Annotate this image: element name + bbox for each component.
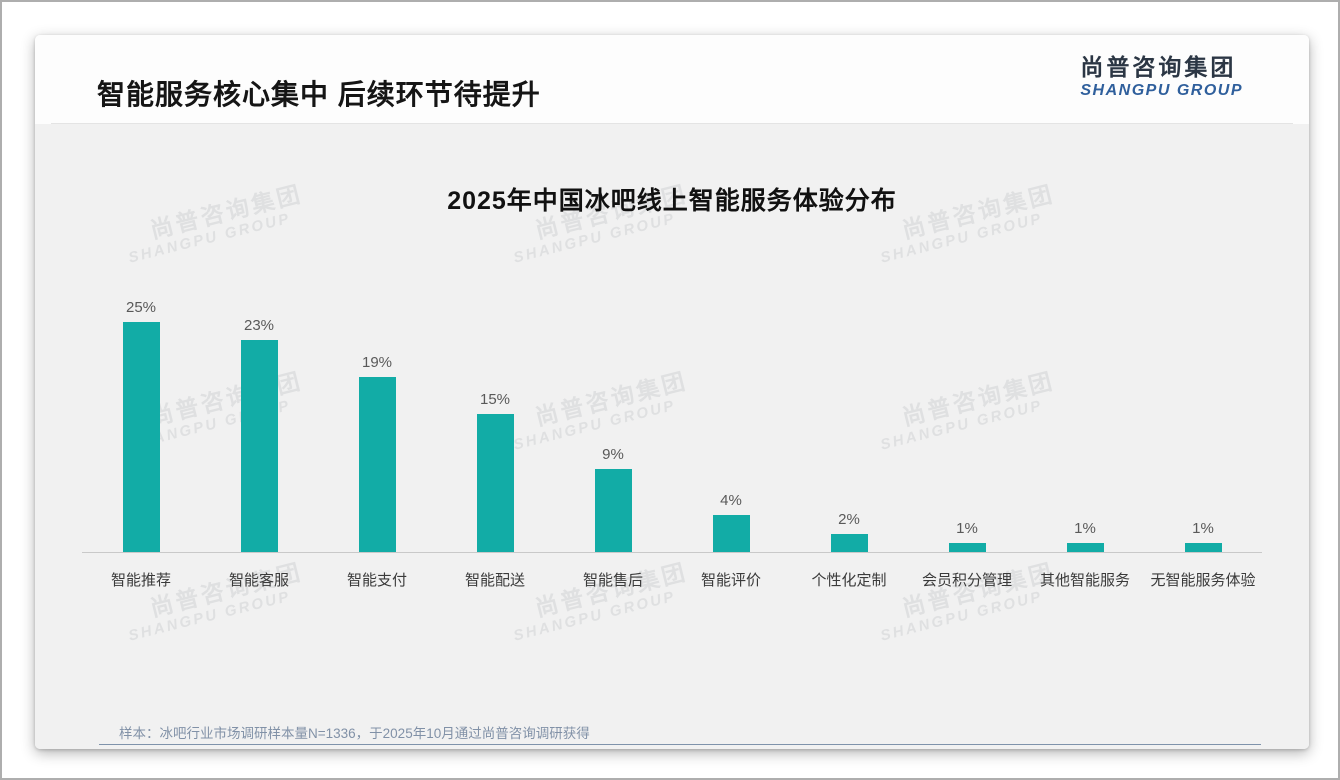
watermark-line2: SHANGPU GROUP — [511, 587, 678, 645]
x-axis-line — [82, 552, 1262, 553]
bar — [122, 322, 160, 552]
bar-value-label: 23% — [243, 317, 275, 335]
sample-note: 样本：冰吧行业市场调研样本量N=1336，于2025年10月通过尚普咨询调研获得 — [119, 726, 590, 741]
page-title: 智能服务核心集中 后续环节待提升 — [97, 79, 541, 110]
bar-value-label: 19% — [361, 354, 393, 372]
bar-column: 19% — [318, 354, 436, 552]
bar-column: 23% — [200, 317, 318, 552]
bar — [948, 542, 986, 552]
watermark-line2: SHANGPU GROUP — [878, 587, 1045, 645]
category-labels: 智能推荐 智能客服 智能支付 智能配送 智能售后 智能评价 个性化定制 会员积分管理 其他智能服… — [82, 569, 1262, 590]
bars-group: 25% 23% 19% 15% 9% 4% 2% 1% 1% 1% — [82, 182, 1262, 552]
bar-value-label: 1% — [956, 519, 978, 537]
category-label: 会员积分管理 — [921, 572, 1012, 589]
chart-title: 2025年中国冰吧线上智能服务体验分布 — [447, 187, 897, 215]
bar-value-label: 25% — [125, 299, 157, 316]
bar-value-label: 4% — [720, 492, 742, 510]
slide-header: 智能服务核心集中 后续环节待提升 尚普咨询集团 SHANGPU GROUP — [35, 35, 1309, 123]
bar — [358, 377, 396, 552]
header-divider — [51, 123, 1293, 124]
bar-value-label: 1% — [1192, 519, 1214, 537]
category-label: 智能支付 — [346, 572, 407, 589]
company-logo: 尚普咨询集团 SHANGPU GROUP — [1080, 53, 1243, 100]
bar — [240, 340, 278, 552]
category-label: 无智能服务体验 — [1150, 572, 1256, 589]
bar-value-label: 15% — [479, 391, 511, 408]
bar-chart: 25% 23% 19% 15% 9% 4% 2% 1% 1% 1% 智能推荐 智能客服 智能支付 智能配… — [82, 182, 1262, 589]
bar-value-label: 2% — [838, 510, 860, 528]
watermark-line2: SHANGPU GROUP — [126, 587, 293, 645]
logo-english-text: SHANGPU GROUP — [1080, 82, 1243, 99]
category-label: 智能配送 — [464, 572, 525, 589]
bar-column: 2% — [790, 511, 908, 552]
bar-column: 15% — [436, 391, 554, 552]
bar — [712, 515, 750, 552]
category-label: 智能评价 — [700, 572, 761, 589]
bar-value-label: 9% — [602, 446, 624, 464]
chart-panel: 尚普咨询集团 SHANGPU GROUP 尚普咨询集团 SHANGPU GROUP 尚普… — [35, 124, 1309, 749]
bar — [476, 414, 514, 552]
bar-value-label: 1% — [1074, 519, 1096, 537]
slide-card: 智能服务核心集中 后续环节待提升 尚普咨询集团 SHANGPU GROUP 尚普… — [35, 35, 1309, 749]
bar-column: 4% — [672, 492, 790, 552]
bar-column: 1% — [908, 520, 1026, 552]
bar-column: 9% — [554, 446, 672, 552]
bar-column: 1% — [1026, 520, 1144, 552]
bar-column: 25% — [82, 299, 200, 552]
bar — [1066, 542, 1104, 552]
bar — [830, 533, 868, 552]
category-label: 智能售后 — [582, 572, 643, 589]
category-label: 智能推荐 — [110, 572, 171, 589]
category-label: 智能客服 — [228, 572, 289, 589]
category-label: 个性化定制 — [811, 572, 887, 589]
bar — [594, 469, 632, 552]
bar-column: 1% — [1144, 520, 1262, 552]
category-label: 其他智能服务 — [1039, 572, 1130, 589]
footer-divider — [99, 744, 1261, 745]
bar — [1184, 542, 1222, 552]
logo-chinese-text: 尚普咨询集团 — [1080, 54, 1237, 80]
